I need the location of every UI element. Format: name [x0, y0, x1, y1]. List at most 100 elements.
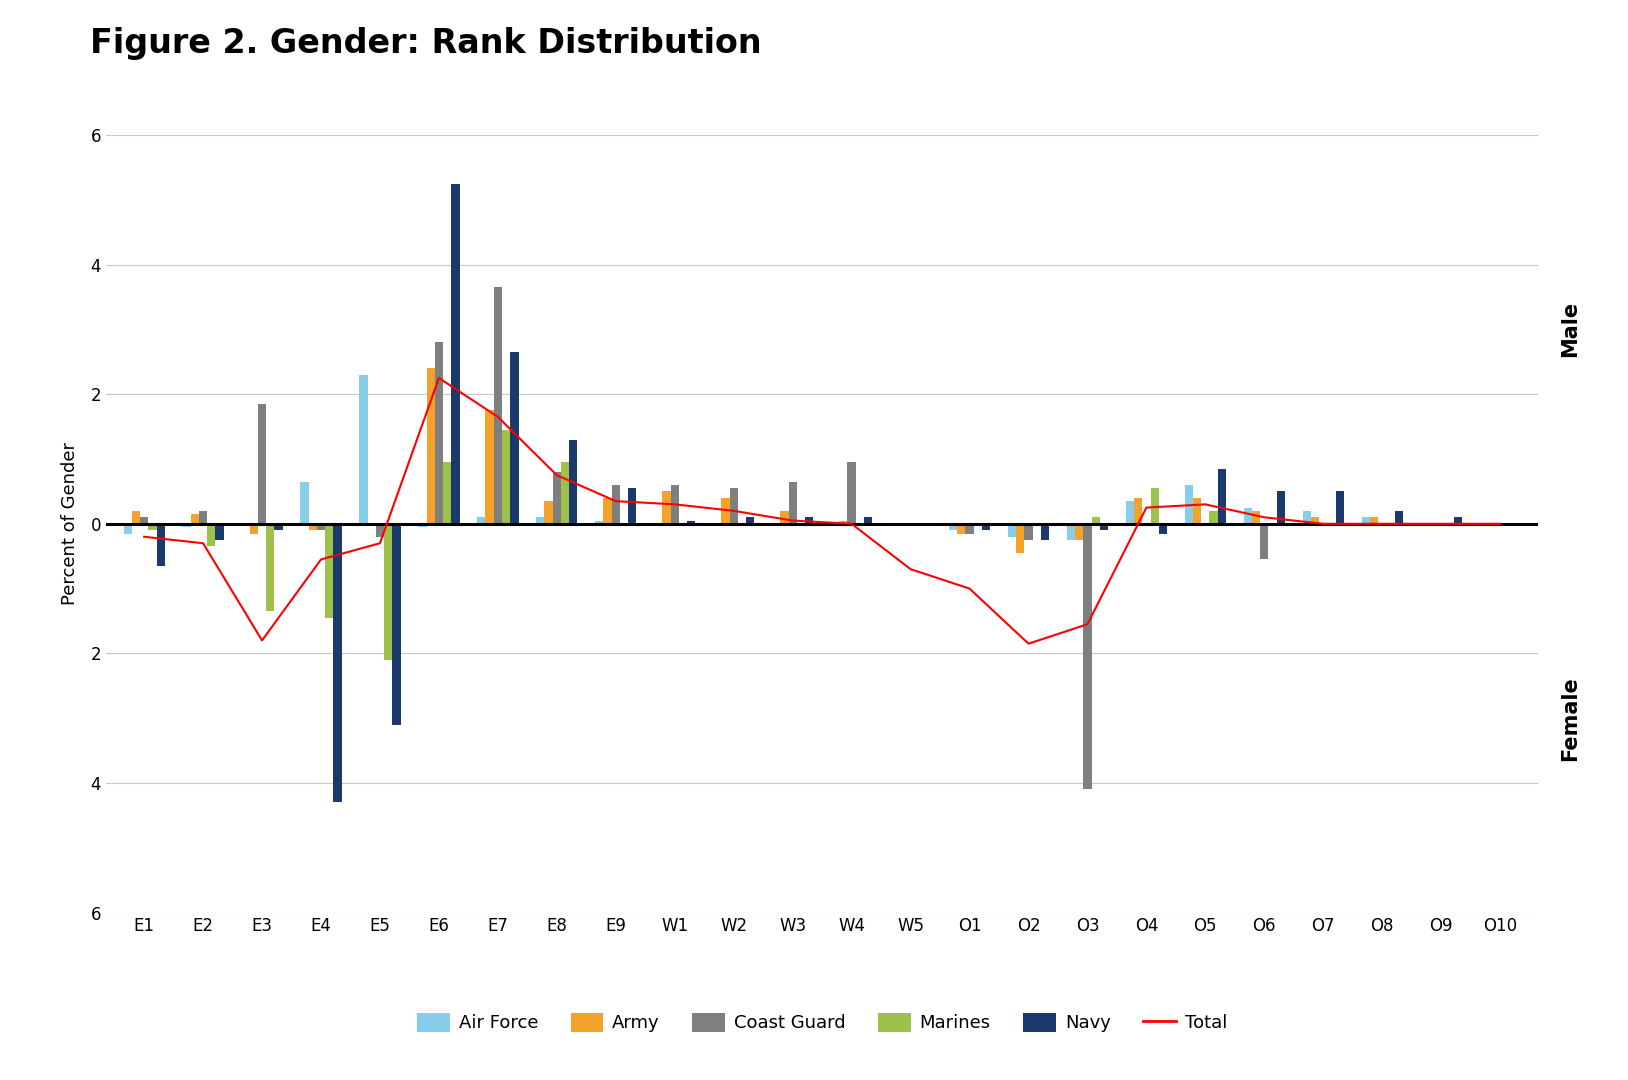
Bar [804, 517, 814, 524]
Bar [1252, 511, 1260, 524]
Bar [257, 404, 267, 524]
Bar [1361, 517, 1369, 524]
Bar [148, 524, 156, 530]
Bar [443, 462, 451, 524]
Bar [1135, 498, 1143, 524]
Total [783, 514, 803, 527]
Total [547, 469, 567, 482]
Bar [1193, 498, 1201, 524]
Bar [267, 524, 275, 611]
Total [664, 498, 684, 511]
Total [430, 372, 449, 384]
Bar [1024, 524, 1032, 540]
Bar [1066, 524, 1074, 540]
Bar [788, 482, 796, 524]
Bar [477, 517, 485, 524]
Bar [156, 524, 164, 566]
Bar [510, 352, 518, 524]
Total [1490, 517, 1509, 530]
Bar [392, 524, 400, 725]
Bar [671, 485, 679, 524]
Bar [544, 501, 554, 524]
Bar [596, 521, 604, 524]
Total [1136, 501, 1156, 514]
Bar [1311, 517, 1319, 524]
Bar [628, 488, 637, 524]
Bar [612, 485, 620, 524]
Bar [418, 524, 427, 527]
Bar [1101, 524, 1109, 530]
Bar [360, 375, 368, 524]
Bar [501, 430, 510, 524]
Bar [536, 517, 544, 524]
Bar [1210, 511, 1218, 524]
Bar [427, 368, 435, 524]
Bar [1302, 511, 1311, 524]
Bar [1127, 501, 1135, 524]
Bar [1008, 524, 1016, 537]
Total [961, 582, 980, 595]
Total [1195, 498, 1214, 511]
Bar [1276, 491, 1284, 524]
Y-axis label: Percent of Gender: Percent of Gender [62, 443, 80, 605]
Bar [554, 472, 562, 524]
Total [1078, 618, 1097, 631]
Bar [249, 524, 257, 534]
Bar [848, 462, 856, 524]
Bar [1040, 524, 1048, 540]
Text: Figure 2. Gender: Rank Distribution: Figure 2. Gender: Rank Distribution [90, 27, 762, 60]
Bar [570, 440, 578, 524]
Total [724, 504, 744, 517]
Bar [301, 482, 309, 524]
Bar [1218, 469, 1226, 524]
Total [252, 634, 272, 647]
Total [135, 530, 155, 543]
Bar [132, 511, 140, 524]
Bar [687, 521, 695, 524]
Bar [435, 342, 443, 524]
Bar [376, 524, 384, 537]
Bar [140, 517, 148, 524]
Bar [309, 524, 317, 530]
Bar [604, 498, 612, 524]
Bar [215, 524, 223, 540]
Total [1372, 517, 1392, 530]
Bar [562, 462, 570, 524]
Total [842, 517, 861, 530]
Bar [275, 524, 283, 530]
Bar [182, 524, 190, 527]
Bar [1185, 485, 1193, 524]
Bar [384, 524, 392, 660]
Bar [485, 410, 493, 524]
Bar [1159, 524, 1167, 534]
Bar [1083, 524, 1091, 789]
Bar [1454, 517, 1462, 524]
Bar [746, 517, 754, 524]
Bar [965, 524, 974, 534]
Total [1019, 637, 1039, 650]
Total [1314, 517, 1333, 530]
Bar [317, 524, 326, 530]
Bar [957, 524, 965, 534]
Bar [864, 517, 873, 524]
Bar [1091, 517, 1101, 524]
Bar [1016, 524, 1024, 553]
Bar [190, 514, 199, 524]
Bar [199, 511, 207, 524]
Bar [982, 524, 990, 530]
Total [1431, 517, 1451, 530]
Bar [326, 524, 334, 618]
Bar [729, 488, 737, 524]
Bar [334, 524, 342, 802]
Total [194, 537, 213, 550]
Total [488, 410, 508, 423]
Bar [1395, 511, 1403, 524]
Bar [780, 511, 788, 524]
Total [311, 553, 330, 566]
Legend: Air Force, Army, Coast Guard, Marines, Navy, Total: Air Force, Army, Coast Guard, Marines, N… [410, 1005, 1234, 1040]
Total [900, 563, 920, 576]
Bar [663, 491, 671, 524]
Bar [493, 287, 501, 524]
Bar [124, 524, 132, 534]
Text: Male: Male [1560, 301, 1579, 357]
